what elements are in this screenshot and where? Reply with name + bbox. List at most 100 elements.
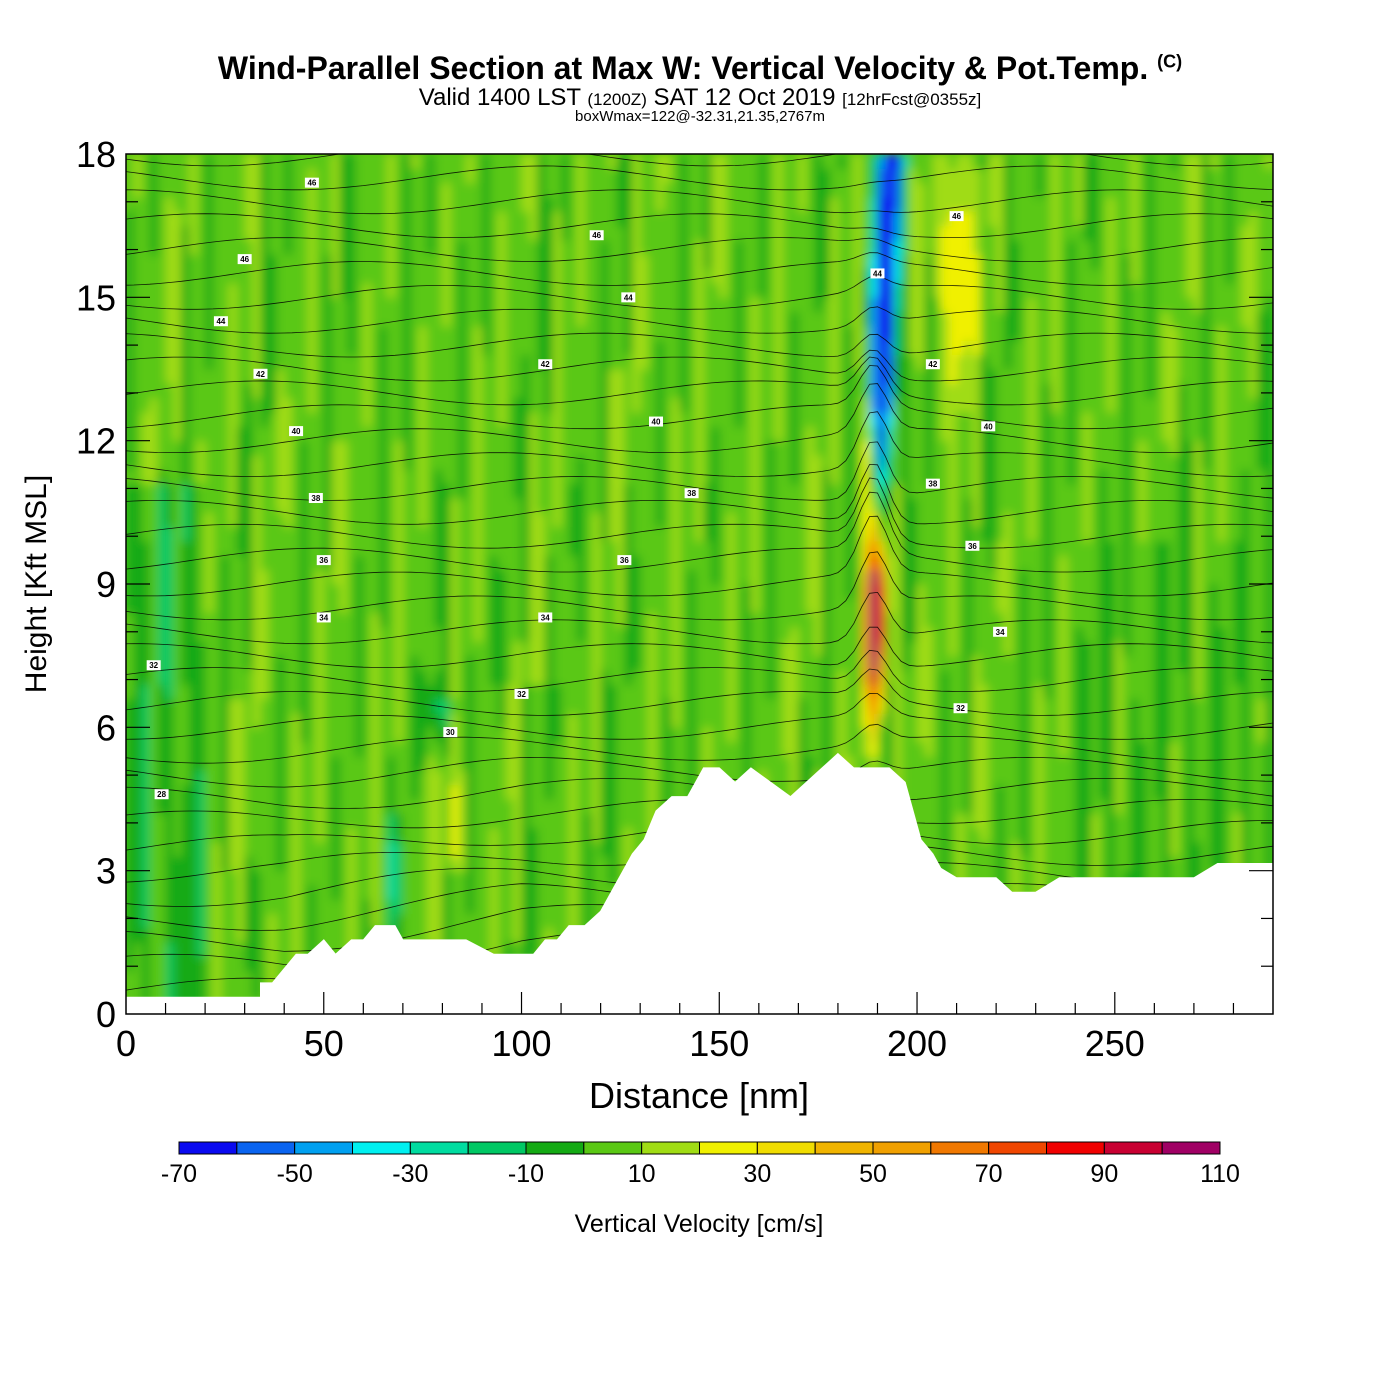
velocity-cell: [292, 655, 301, 671]
velocity-cell: [292, 526, 301, 542]
velocity-cell: [173, 412, 182, 427]
velocity-cell: [529, 340, 538, 356]
velocity-cell: [616, 469, 625, 485]
velocity-cell: [252, 340, 262, 356]
velocity-cell: [450, 182, 459, 198]
velocity-cell: [418, 899, 428, 915]
velocity-cell: [220, 154, 230, 169]
velocity-cell: [276, 555, 285, 571]
velocity-cell: [292, 870, 301, 886]
velocity-cell: [521, 340, 530, 356]
velocity-cell: [300, 369, 309, 384]
velocity-cell: [244, 684, 254, 700]
velocity-cell: [331, 254, 341, 270]
velocity-cell: [442, 655, 451, 671]
velocity-cell: [220, 297, 230, 313]
velocity-cell: [679, 469, 689, 485]
velocity-cell: [149, 555, 159, 571]
velocity-cell: [323, 584, 333, 599]
velocity-cell: [521, 655, 530, 671]
velocity-cell: [300, 469, 309, 485]
velocity-cell: [750, 397, 760, 413]
velocity-cell: [339, 756, 349, 771]
velocity-cell: [592, 426, 602, 442]
velocity-cell: [379, 197, 388, 212]
velocity-cell: [774, 727, 784, 743]
velocity-cell: [173, 885, 182, 900]
velocity-cell: [553, 827, 562, 843]
velocity-cell: [766, 340, 776, 356]
velocity-cell: [616, 655, 625, 671]
velocity-cell: [608, 412, 617, 427]
velocity-cell: [442, 827, 451, 843]
velocity-cell: [711, 197, 720, 212]
velocity-cell: [363, 369, 372, 384]
velocity-cell: [758, 211, 768, 227]
velocity-cell: [149, 455, 159, 470]
velocity-cell: [466, 354, 475, 370]
velocity-cell: [213, 913, 222, 929]
velocity-cell: [687, 168, 697, 184]
velocity-cell: [442, 612, 451, 628]
velocity-cell: [442, 584, 451, 599]
velocity-cell: [410, 211, 420, 227]
velocity-cell: [236, 885, 246, 900]
velocity-cell: [426, 784, 436, 800]
velocity-cell: [553, 168, 562, 184]
velocity-cell: [743, 297, 752, 313]
velocity-cell: [537, 182, 546, 198]
velocity-cell: [727, 297, 736, 313]
velocity-cell: [545, 813, 554, 829]
velocity-cell: [632, 541, 641, 556]
velocity-cell: [434, 154, 443, 169]
velocity-cell: [576, 813, 586, 829]
velocity-cell: [679, 569, 689, 585]
velocity-cell: [268, 369, 277, 384]
velocity-cell: [323, 340, 333, 356]
velocity-cell: [181, 770, 190, 786]
velocity-cell: [513, 584, 523, 599]
velocity-cell: [616, 684, 625, 700]
velocity-cell: [545, 584, 554, 599]
velocity-cell: [315, 182, 325, 198]
velocity-cell: [339, 870, 349, 886]
velocity-cell: [213, 182, 222, 198]
velocity-cell: [355, 498, 364, 513]
velocity-cell: [640, 698, 649, 714]
velocity-cell: [220, 885, 230, 900]
velocity-cell: [482, 354, 491, 370]
velocity-cell: [418, 182, 428, 198]
velocity-cell: [300, 784, 309, 800]
velocity-cell: [624, 254, 633, 270]
velocity-cell: [458, 870, 467, 886]
velocity-cell: [561, 627, 570, 642]
velocity-cell: [561, 885, 570, 900]
velocity-cell: [141, 512, 151, 528]
velocity-cell: [474, 168, 483, 184]
velocity-cell: [300, 526, 309, 542]
velocity-cell: [750, 412, 760, 427]
velocity-cell: [228, 340, 238, 356]
velocity-cell: [315, 770, 325, 786]
velocity-cell: [252, 913, 262, 929]
velocity-cell: [276, 541, 285, 556]
velocity-cell: [126, 670, 135, 685]
velocity-cell: [284, 870, 293, 886]
velocity-cell: [679, 698, 689, 714]
velocity-cell: [600, 268, 610, 284]
velocity-cell: [663, 297, 673, 313]
velocity-cell: [426, 727, 436, 743]
velocity-cell: [315, 899, 325, 915]
velocity-cell: [126, 512, 135, 528]
velocity-cell: [489, 397, 499, 413]
velocity-cell: [434, 727, 443, 743]
velocity-cell: [671, 555, 681, 571]
velocity-cell: [347, 770, 356, 786]
velocity-cell: [347, 713, 356, 728]
velocity-cell: [331, 326, 341, 341]
velocity-cell: [189, 369, 198, 384]
velocity-cell: [513, 612, 523, 628]
velocity-cell: [323, 813, 333, 829]
velocity-cell: [529, 856, 538, 872]
velocity-cell: [395, 498, 404, 513]
